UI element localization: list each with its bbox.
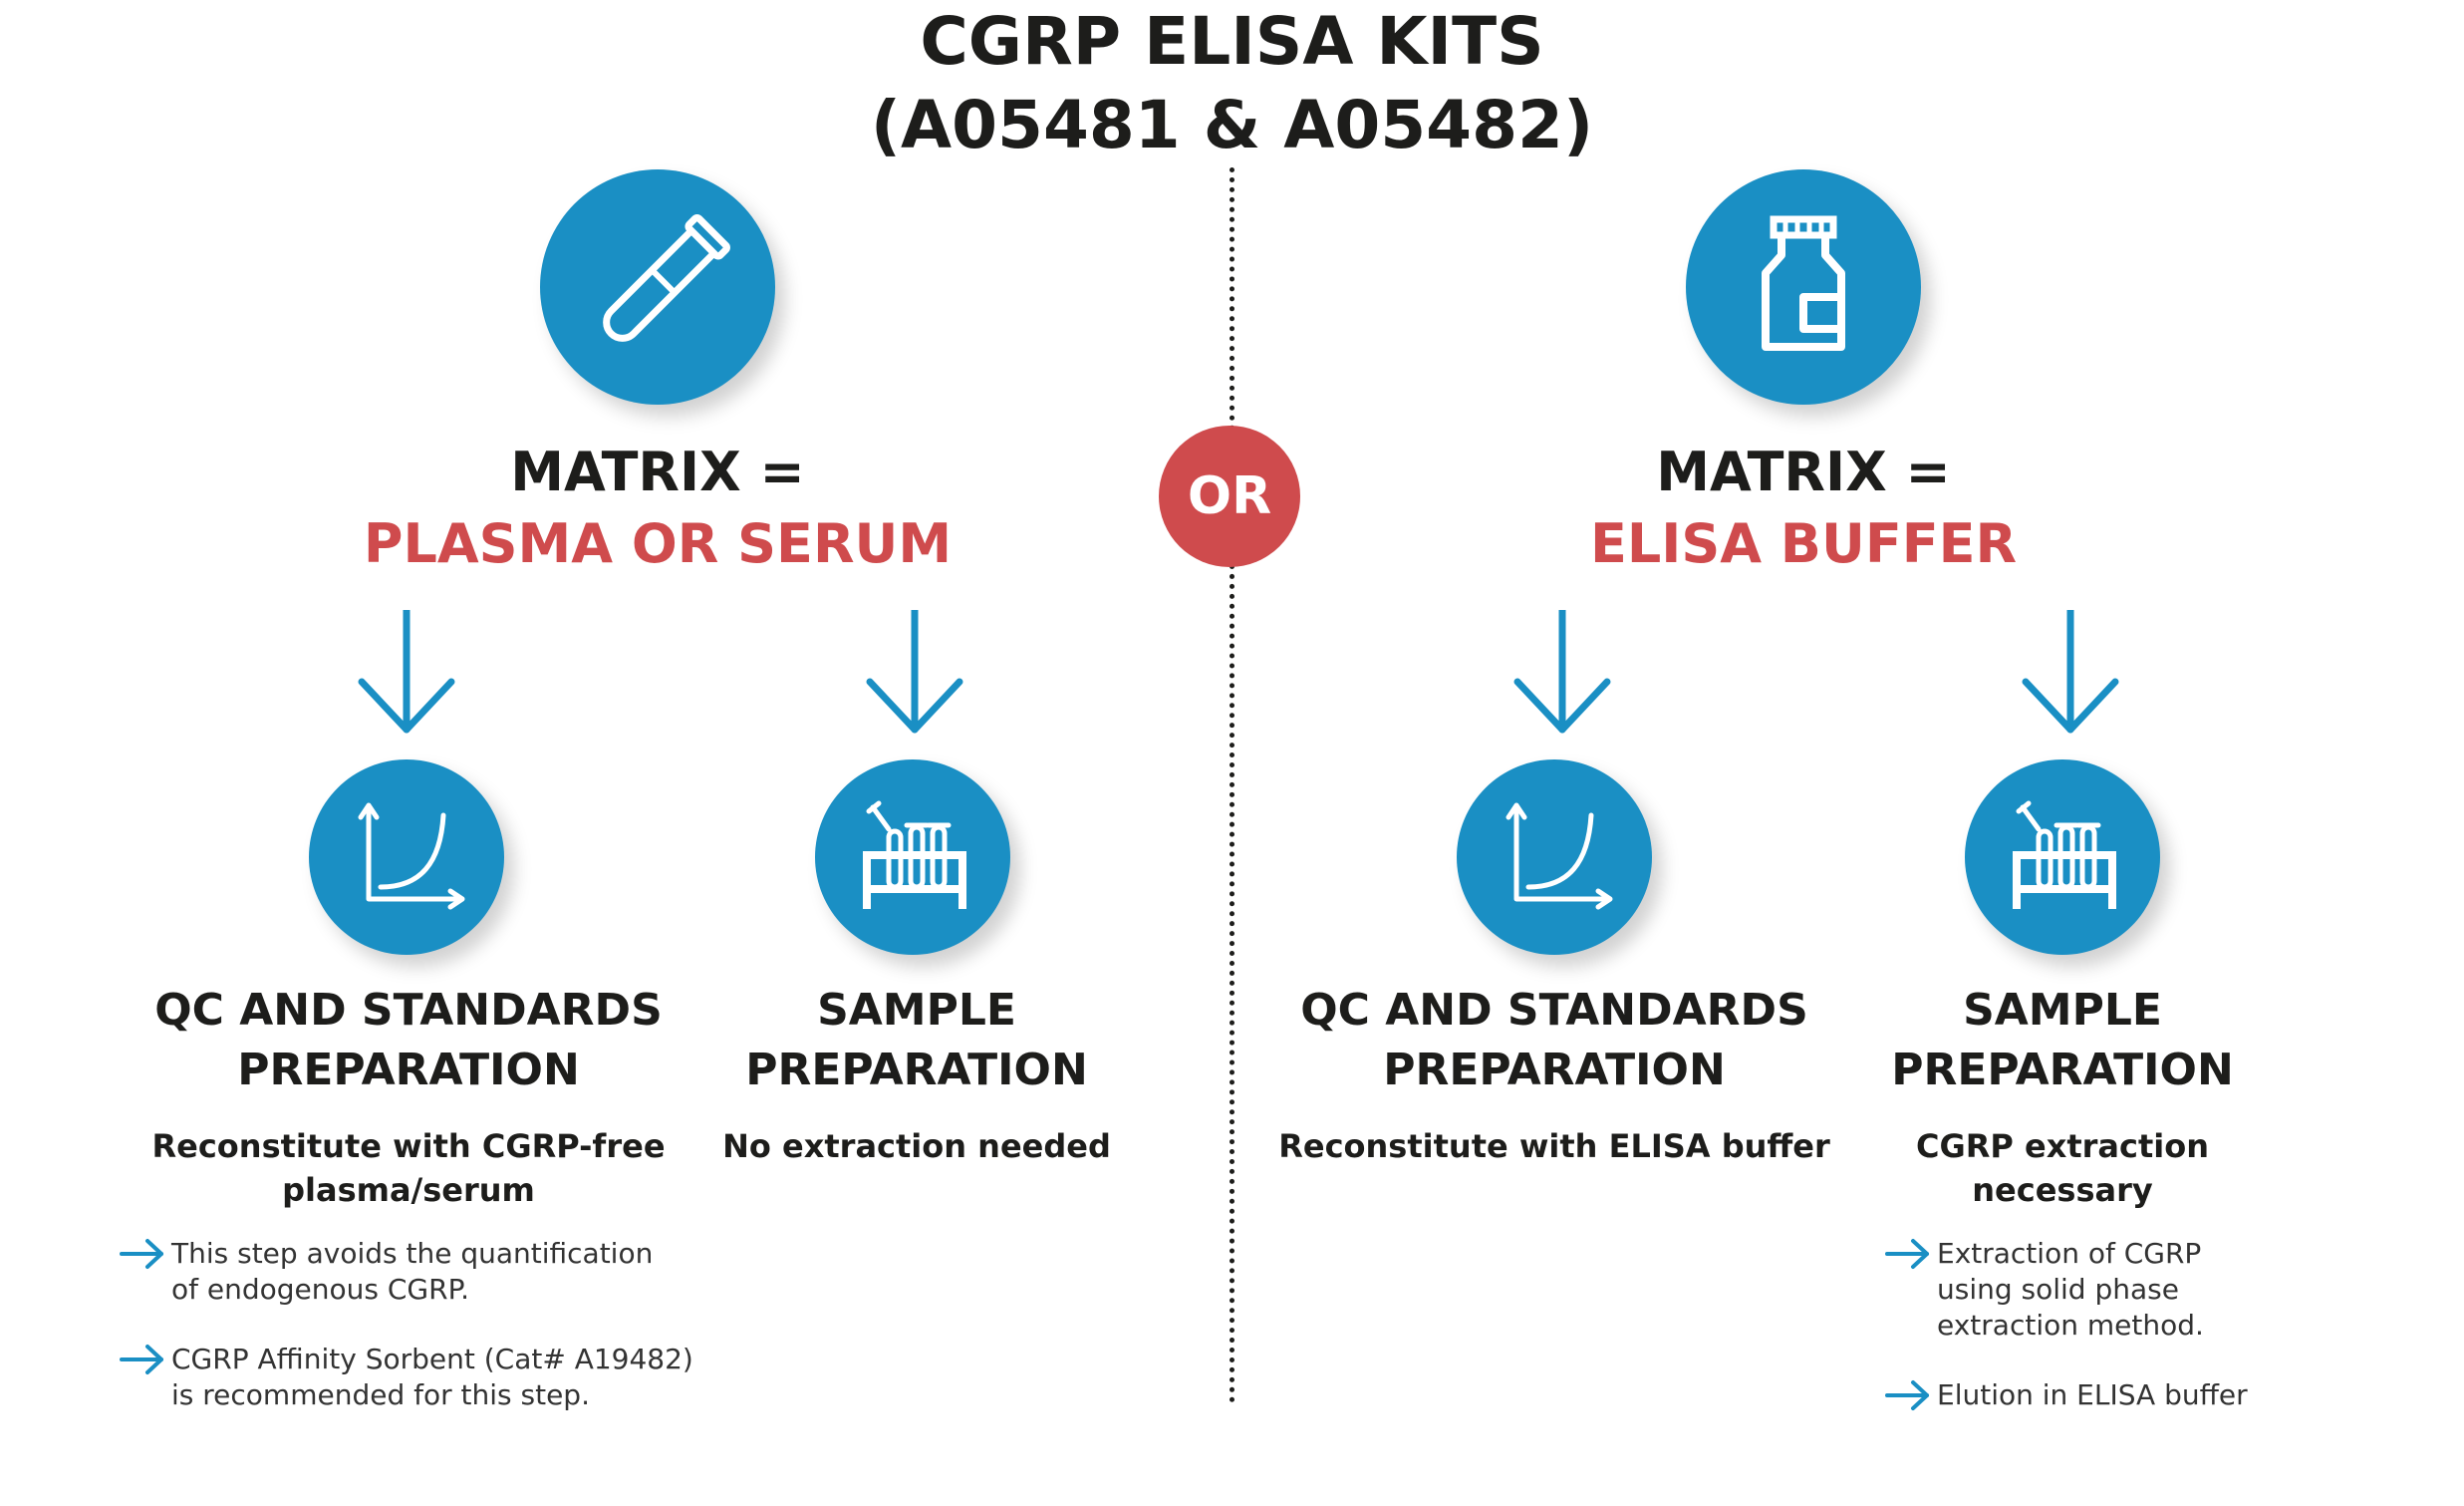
tube-rack-icon bbox=[815, 759, 1010, 955]
right-qc-title: QC AND STANDARDS PREPARATION bbox=[1235, 981, 1873, 1100]
right-sample-subtitle: CGRP extraction necessary bbox=[1843, 1124, 2282, 1212]
right-sample-title: SAMPLE PREPARATION bbox=[1843, 981, 2282, 1100]
or-badge: OR bbox=[1159, 426, 1300, 567]
title-line-1: CGRP ELISA KITS bbox=[920, 3, 1544, 80]
left-qc-title-line-1: QC AND STANDARDS bbox=[154, 985, 663, 1036]
left-qc-sub-line-1: Reconstitute with CGRP-free bbox=[151, 1127, 666, 1165]
right-sample-sub-line-1: CGRP extraction bbox=[1916, 1127, 2209, 1165]
note-line: of endogenous CGRP. bbox=[171, 1273, 470, 1306]
arrow-down-icon bbox=[865, 610, 964, 736]
note-line: using solid phase bbox=[1937, 1273, 2179, 1306]
left-qc-subtitle: Reconstitute with CGRP-free plasma/serum bbox=[90, 1124, 727, 1212]
page-title: CGRP ELISA KITS (A05481 & A05482) bbox=[0, 0, 2464, 167]
arrow-down-icon bbox=[2021, 610, 2120, 736]
left-sample-title: SAMPLE PREPARATION bbox=[697, 981, 1136, 1100]
title-line-2: (A05481 & A05482) bbox=[870, 87, 1594, 163]
right-qc-title-line-2: PREPARATION bbox=[1383, 1045, 1726, 1095]
left-sample-subtitle: No extraction needed bbox=[697, 1124, 1136, 1168]
curve-chart-icon bbox=[309, 759, 504, 955]
tube-rack-icon bbox=[1965, 759, 2160, 955]
arrow-right-icon bbox=[120, 1345, 163, 1374]
arrow-down-icon bbox=[1512, 610, 1612, 736]
left-qc-note-2: CGRP Affinity Sorbent (Cat# A19482) is r… bbox=[120, 1342, 749, 1413]
left-sample-title-line-1: SAMPLE bbox=[817, 985, 1016, 1036]
right-sample-note-2: Elution in ELISA buffer bbox=[1885, 1377, 2355, 1413]
note-line: extraction method. bbox=[1937, 1309, 2204, 1342]
note-line: Elution in ELISA buffer bbox=[1937, 1378, 2248, 1411]
right-matrix-heading: MATRIX = ELISA BUFFER bbox=[1445, 437, 2162, 580]
left-sample-title-line-2: PREPARATION bbox=[745, 1045, 1088, 1095]
note-line: CGRP Affinity Sorbent (Cat# A19482) bbox=[171, 1343, 693, 1375]
left-matrix-value: PLASMA OR SERUM bbox=[363, 512, 953, 575]
right-sample-title-line-2: PREPARATION bbox=[1891, 1045, 2234, 1095]
bottle-icon bbox=[1686, 169, 1921, 405]
left-qc-note-1: This step avoids the quantification of e… bbox=[120, 1236, 729, 1308]
right-matrix-label: MATRIX = bbox=[1656, 441, 1951, 503]
left-qc-title: QC AND STANDARDS PREPARATION bbox=[90, 981, 727, 1100]
right-sample-note-1: Extraction of CGRP using solid phase ext… bbox=[1885, 1236, 2335, 1344]
test-tube-icon bbox=[540, 169, 775, 405]
arrow-right-icon bbox=[1885, 1239, 1929, 1269]
left-matrix-heading: MATRIX = PLASMA OR SERUM bbox=[299, 437, 1016, 580]
right-sample-sub-line-2: necessary bbox=[1972, 1171, 2153, 1209]
left-sample-sub-line-1: No extraction needed bbox=[722, 1127, 1111, 1165]
right-matrix-value: ELISA BUFFER bbox=[1589, 512, 2018, 575]
arrow-right-icon bbox=[120, 1239, 163, 1269]
curve-chart-icon bbox=[1457, 759, 1652, 955]
arrow-right-icon bbox=[1885, 1380, 1929, 1410]
right-qc-title-line-1: QC AND STANDARDS bbox=[1300, 985, 1808, 1036]
arrow-down-icon bbox=[357, 610, 456, 736]
left-matrix-label: MATRIX = bbox=[510, 441, 805, 503]
note-line: is recommended for this step. bbox=[171, 1378, 590, 1411]
left-qc-sub-line-2: plasma/serum bbox=[282, 1171, 535, 1209]
right-qc-sub-line-1: Reconstitute with ELISA buffer bbox=[1278, 1127, 1830, 1165]
center-divider bbox=[1230, 167, 1234, 1403]
left-qc-title-line-2: PREPARATION bbox=[237, 1045, 580, 1095]
note-line: Extraction of CGRP bbox=[1937, 1237, 2202, 1270]
note-line: This step avoids the quantification bbox=[171, 1237, 654, 1270]
right-sample-title-line-1: SAMPLE bbox=[1963, 985, 2162, 1036]
right-qc-subtitle: Reconstitute with ELISA buffer bbox=[1235, 1124, 1873, 1168]
